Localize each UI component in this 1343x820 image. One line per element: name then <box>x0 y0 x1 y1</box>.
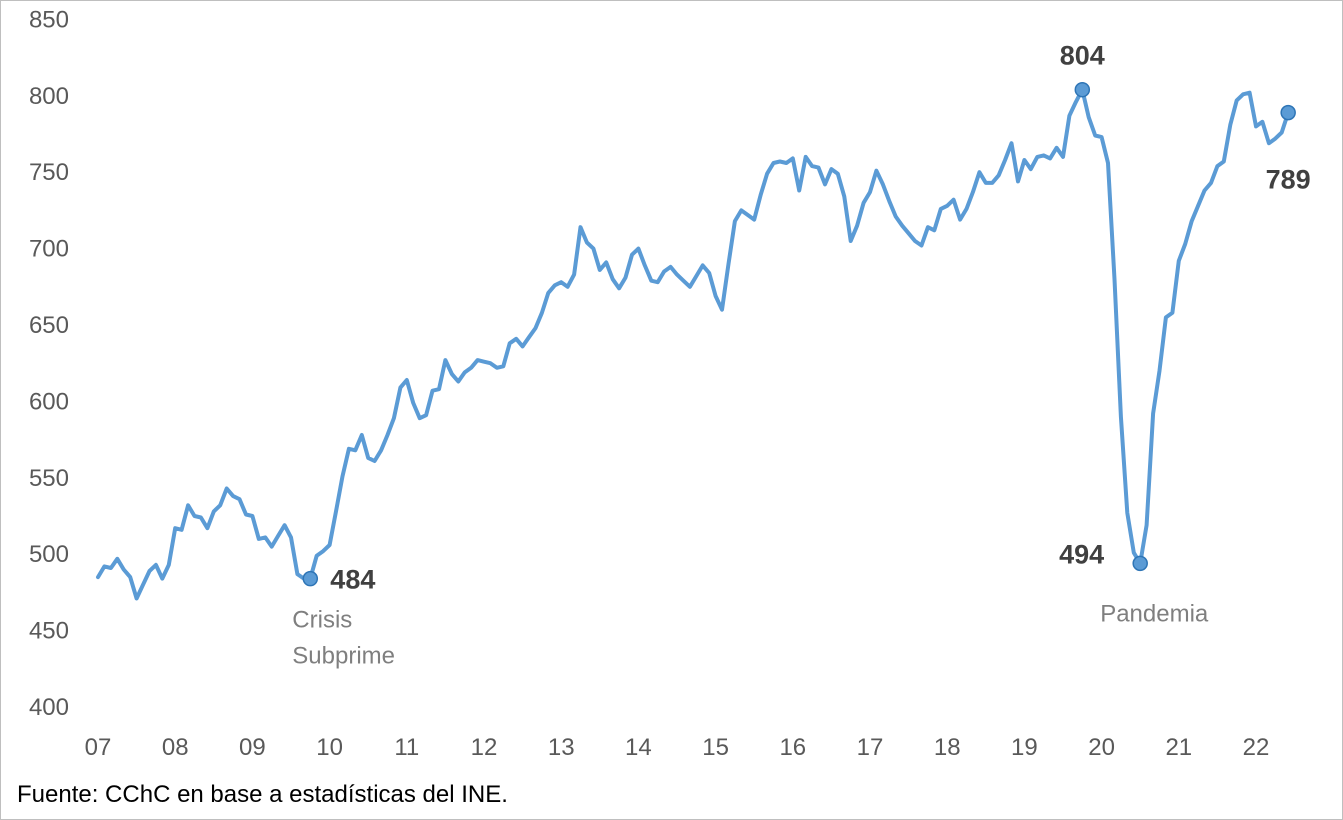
y-tick-label: 600 <box>29 388 69 415</box>
x-tick-label: 17 <box>857 734 884 761</box>
x-tick-label: 21 <box>1165 734 1192 761</box>
x-tick-label: 18 <box>934 734 961 761</box>
y-tick-label: 400 <box>29 694 69 721</box>
x-tick-label: 16 <box>779 734 806 761</box>
value-label: 494 <box>1059 539 1104 569</box>
value-label: 804 <box>1060 41 1105 71</box>
x-tick-label: 14 <box>625 734 652 761</box>
x-tick-label: 13 <box>548 734 575 761</box>
value-label: 484 <box>330 565 375 595</box>
source-note: Fuente: CChC en base a estadísticas del … <box>17 781 508 808</box>
x-tick-label: 08 <box>162 734 189 761</box>
value-labels: 484 804 494 789 <box>330 41 1310 595</box>
annotation-label: Subprime <box>292 643 395 670</box>
y-tick-label: 500 <box>29 541 69 568</box>
highlight-point <box>1132 555 1148 572</box>
x-tick-label: 22 <box>1243 734 1270 761</box>
x-tick-label: 11 <box>394 734 419 761</box>
annotation-label: Pandemia <box>1100 600 1209 627</box>
y-tick-label: 850 <box>29 6 69 33</box>
y-tick-label: 650 <box>29 312 69 339</box>
x-tick-label: 20 <box>1088 734 1115 761</box>
annotation-label: Crisis <box>292 607 352 634</box>
series-group <box>96 87 1291 601</box>
highlight-point <box>1280 104 1296 121</box>
x-tick-label: 19 <box>1011 734 1038 761</box>
x-axis: 07 08 09 10 11 12 13 14 15 16 17 18 19 20 21 22 <box>85 734 1270 761</box>
x-tick-label: 09 <box>239 734 266 761</box>
event-annotations: CrisisSubprimeEstallidoSocialPandemia <box>292 600 1209 670</box>
y-tick-label: 450 <box>29 618 69 645</box>
series-line <box>96 87 1291 601</box>
y-tick-label: 700 <box>29 236 69 263</box>
x-tick-label: 10 <box>316 734 343 761</box>
highlight-points <box>302 81 1296 587</box>
y-tick-label: 800 <box>29 83 69 110</box>
x-tick-label: 12 <box>471 734 498 761</box>
y-tick-label: 550 <box>29 465 69 492</box>
highlight-point <box>1074 81 1091 98</box>
y-tick-label: 750 <box>29 159 69 186</box>
value-label: 789 <box>1266 165 1311 195</box>
x-tick-label: 15 <box>702 734 729 761</box>
highlight-point <box>302 570 319 587</box>
x-tick-label: 07 <box>85 734 112 761</box>
y-axis: 400 450 500 550 600 650 700 750 800 850 <box>29 6 69 721</box>
